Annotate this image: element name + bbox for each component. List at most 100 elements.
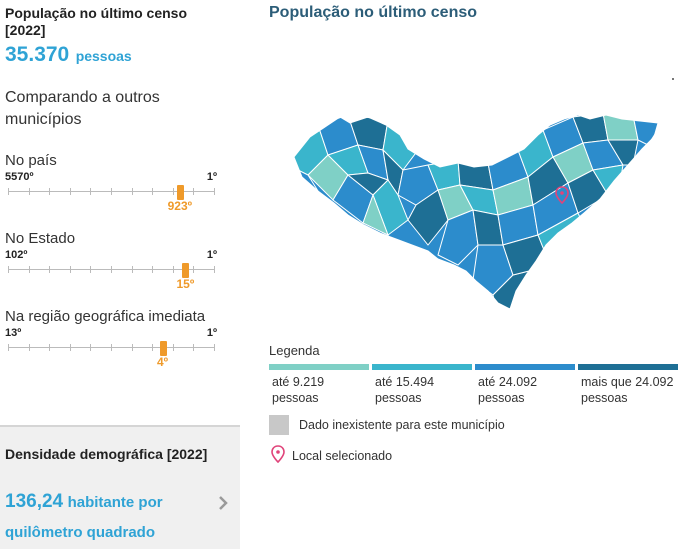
ranking-tick (90, 188, 92, 195)
legend-swatch (269, 364, 369, 370)
legend-range: mais que 24.092 (581, 375, 674, 389)
ranking-country: No país 5570º 1º 923º (5, 151, 217, 213)
map-title: População no último censo (269, 4, 478, 21)
ranking-scale-ends: 5570º 1º (5, 171, 217, 185)
indicator-panel: População no último censo [2022] 35.370 … (0, 0, 240, 549)
legend-range: até 9.219 (272, 375, 325, 389)
legend-title: Legenda (269, 343, 320, 358)
density-number: 136,24 (5, 491, 64, 512)
ranking-position: 4º (156, 355, 169, 369)
legend-label: mais que 24.092 pessoas (581, 374, 678, 406)
ranking-label: No país (5, 152, 57, 169)
ranking-tick (152, 344, 154, 351)
legend-range: até 15.494 (375, 375, 435, 389)
population-value: 35.370 pessoas (5, 43, 132, 67)
legend-label: até 15.494 pessoas (375, 374, 472, 406)
ranking-tick (193, 188, 195, 195)
ranking-tick (214, 266, 215, 273)
population-number: 35.370 (5, 43, 70, 66)
ranking-track (5, 341, 217, 356)
ranking-tick (90, 344, 92, 351)
ranking-label: Na região geográfica imediata (5, 308, 206, 325)
ranking-tick (8, 266, 9, 273)
ranking-tick (131, 188, 133, 195)
ranking-tick (172, 344, 174, 351)
ranking-tick (111, 344, 112, 351)
ranking-tick (69, 188, 71, 195)
ranking-track (5, 185, 217, 200)
ranking-tick (193, 266, 195, 273)
density-value: 136,24 habitante por quilômetro quadrado (5, 487, 210, 548)
ranking-position-row: 15º (5, 277, 217, 291)
selected-location-pin-icon[interactable] (555, 186, 569, 205)
ranking-tick (28, 344, 30, 351)
ranking-marker (176, 185, 184, 200)
ranking-tick (8, 188, 9, 195)
ranking-highest: 1º (206, 171, 217, 183)
ranking-tick (131, 344, 133, 351)
ranking-marker (182, 263, 190, 278)
legend-swatch (475, 364, 575, 370)
density-unit: habitante por quilômetro quadrado (5, 494, 163, 541)
ranking-tick (28, 188, 30, 195)
selected-label: Local selecionado (292, 449, 393, 463)
ranking-tick (49, 266, 51, 273)
legend-item: até 9.219 pessoas (269, 364, 369, 406)
ranking-tick (131, 266, 133, 273)
state-outline (293, 114, 659, 310)
ranking-tick (49, 344, 51, 351)
legend-item: mais que 24.092 pessoas (578, 364, 678, 406)
ranking-track (5, 263, 217, 278)
ranking-lowest: 102º (5, 249, 28, 261)
ranking-tick (152, 188, 154, 195)
ranking-tick (152, 266, 154, 273)
ranking-lowest: 5570º (5, 171, 34, 183)
legend-swatch (578, 364, 678, 370)
ranking-tick (8, 344, 9, 351)
ranking-marker (159, 341, 167, 356)
nodata-label: Dado inexistente para este município (299, 418, 505, 432)
legend-item: até 15.494 pessoas (372, 364, 472, 406)
ranking-tick (214, 188, 215, 195)
chevron-right-icon[interactable] (217, 495, 229, 511)
nodata-swatch (269, 415, 289, 435)
population-title: População no último censo [2022] (5, 5, 188, 38)
ranking-position: 923º (167, 199, 192, 213)
ranking-tick (28, 266, 30, 273)
ranking-highest: 1º (206, 327, 217, 339)
legend-swatch (372, 364, 472, 370)
ranking-tick (214, 344, 215, 351)
ranking-highest: 1º (206, 249, 217, 261)
ranking-tick (90, 266, 92, 273)
location-pin-icon (271, 445, 285, 463)
population-unit: pessoas (75, 48, 132, 64)
ranking-region: Na região geográfica imediata 13º 1º 4º (5, 307, 217, 369)
legend-item: até 24.092 pessoas (475, 364, 575, 406)
ranking-tick (193, 344, 195, 351)
ranking-position-row: 4º (5, 355, 217, 369)
ranking-lowest: 13º (5, 327, 22, 339)
ranking-position: 15º (176, 277, 195, 291)
legend-label: até 24.092 pessoas (478, 374, 575, 406)
ranking-scale-ends: 102º 1º (5, 249, 217, 263)
legend-range: até 24.092 (478, 375, 538, 389)
ranking-label: No Estado (5, 230, 76, 247)
legend-unit: pessoas (272, 391, 319, 405)
map-control-dot (672, 78, 674, 80)
ranking-tick (69, 344, 71, 351)
legend-unit: pessoas (478, 391, 525, 405)
ranking-tick (49, 188, 51, 195)
ranking-scale-ends: 13º 1º (5, 327, 217, 341)
ranking-state: No Estado 102º 1º 15º (5, 229, 217, 291)
ranking-position-row: 923º (5, 199, 217, 213)
legend-unit: pessoas (375, 391, 422, 405)
density-title: Densidade demográfica [2022] (5, 446, 208, 462)
density-card[interactable]: Densidade demográfica [2022] 136,24 habi… (0, 425, 240, 549)
legend-unit: pessoas (581, 391, 628, 405)
ranking-tick (111, 188, 112, 195)
municipality-map[interactable] (288, 95, 664, 317)
municipality-cells (294, 115, 658, 309)
ranking-tick (172, 188, 174, 195)
legend-label: até 9.219 pessoas (272, 374, 369, 406)
ranking-tick (172, 266, 174, 273)
